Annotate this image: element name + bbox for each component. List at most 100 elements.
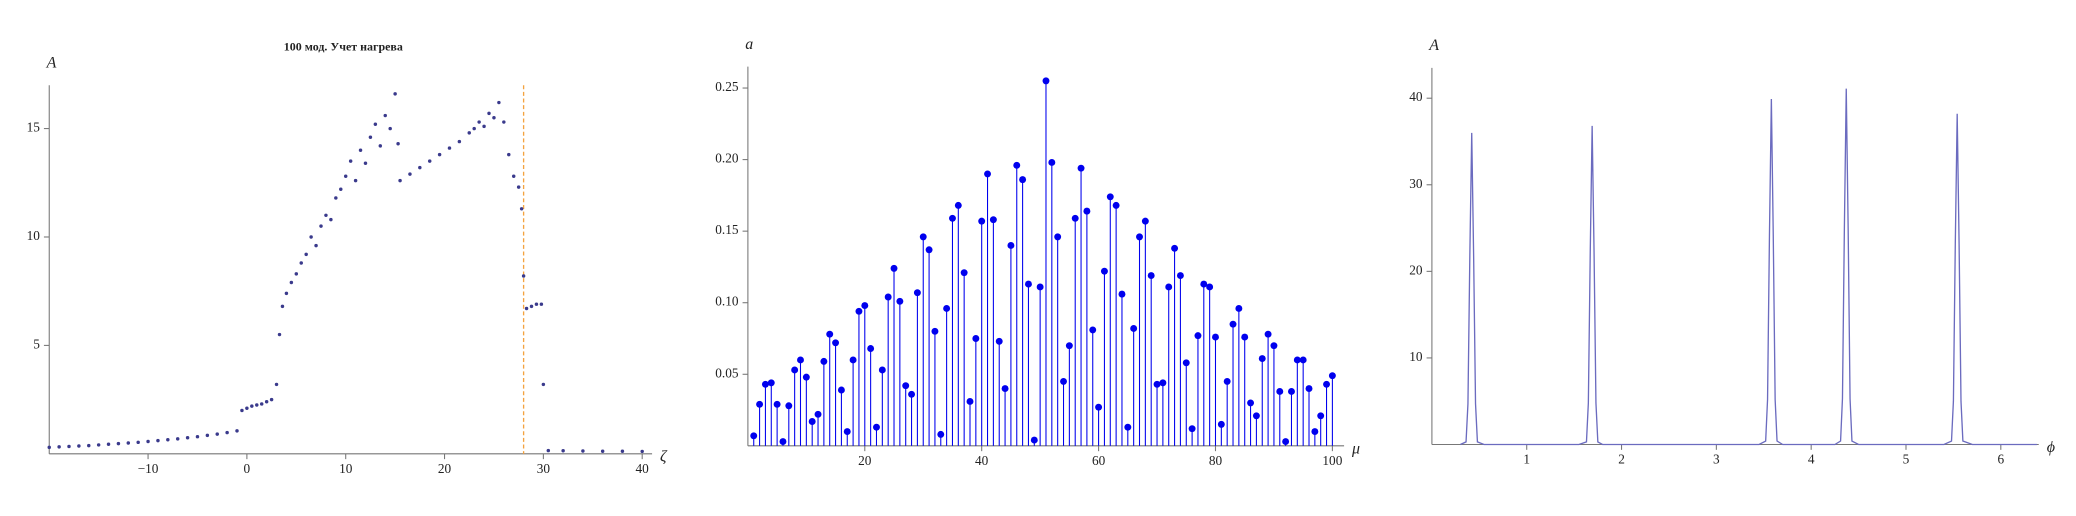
point — [539, 302, 544, 306]
stem-head — [937, 430, 945, 438]
point — [294, 272, 299, 276]
x-axis-label: μ — [1351, 440, 1360, 457]
stem-head — [972, 335, 980, 342]
stem-head — [949, 214, 956, 222]
point — [329, 217, 333, 222]
stem-head — [1258, 355, 1266, 362]
point — [581, 449, 585, 453]
stem-head — [873, 423, 880, 431]
stem-head — [1282, 438, 1290, 446]
stem-head — [919, 233, 927, 241]
stem-head — [954, 201, 962, 209]
stem-head — [779, 438, 787, 446]
stem-head — [773, 400, 781, 408]
point — [378, 144, 383, 148]
stem-head — [843, 428, 851, 435]
stem-head — [756, 400, 764, 408]
stem-head — [1124, 423, 1132, 431]
stem-head — [902, 382, 910, 390]
point — [529, 304, 534, 309]
point — [507, 152, 511, 157]
stem-head — [1054, 233, 1062, 241]
point — [47, 445, 51, 450]
stem-head — [1019, 176, 1027, 184]
y-tick-label: 0.20 — [715, 151, 739, 166]
stem-head — [960, 269, 968, 277]
point — [418, 165, 422, 170]
point — [235, 429, 239, 433]
y-tick-label: 0.05 — [715, 365, 739, 380]
stem-head — [1212, 333, 1219, 341]
point — [314, 243, 318, 248]
stem-head — [1042, 77, 1050, 85]
stem-head — [978, 217, 986, 225]
stem-head — [1024, 280, 1032, 288]
point — [482, 124, 486, 129]
stem-head — [1206, 283, 1214, 291]
stem-head — [1141, 217, 1149, 225]
stem-head — [913, 289, 921, 297]
line — [1460, 88, 2037, 446]
stem-head — [1065, 342, 1073, 350]
point — [255, 403, 259, 407]
point — [620, 449, 625, 453]
stem-head — [1223, 377, 1231, 385]
stem-head — [837, 386, 845, 394]
stem-head — [1007, 242, 1015, 249]
stem-head — [984, 170, 991, 178]
stem-head — [849, 356, 857, 364]
point — [136, 440, 140, 445]
y-tick-label: 5 — [33, 336, 40, 351]
y-axis-label: A — [1428, 37, 1439, 54]
point — [492, 115, 496, 120]
stem-head — [1171, 244, 1179, 252]
stem-head — [1071, 214, 1079, 222]
stem-head — [814, 410, 822, 418]
stem-head — [1200, 280, 1208, 288]
stem-head — [1293, 356, 1301, 364]
point — [269, 397, 274, 402]
point — [487, 111, 491, 116]
point — [87, 443, 91, 448]
point — [245, 406, 249, 411]
stem-head — [943, 304, 951, 312]
stem-head — [1089, 326, 1097, 334]
point — [516, 185, 521, 189]
stem-head — [861, 302, 869, 310]
stem-head — [791, 366, 799, 374]
point — [600, 449, 605, 453]
stem-head — [1305, 385, 1313, 393]
stem-head — [925, 246, 933, 254]
stem-head — [1030, 436, 1038, 444]
stem-head — [808, 418, 816, 425]
point — [561, 449, 565, 453]
stem-head — [1159, 379, 1167, 387]
stem-head — [1299, 356, 1307, 364]
x-tick-label: 2 — [1618, 452, 1625, 467]
point — [277, 332, 282, 337]
x-tick-label: 40 — [975, 453, 989, 468]
point — [67, 444, 71, 449]
x-tick-label: −10 — [138, 461, 159, 476]
stem-head — [1194, 332, 1202, 340]
stem-head — [884, 293, 892, 301]
point — [467, 131, 471, 135]
point — [388, 126, 392, 131]
point — [348, 159, 353, 163]
point — [393, 92, 397, 96]
stem-head — [1001, 385, 1009, 393]
point — [146, 439, 150, 444]
stem-head — [1153, 380, 1161, 388]
point — [106, 442, 111, 447]
point — [437, 152, 442, 157]
stem-head — [1095, 403, 1103, 411]
point — [195, 434, 200, 439]
point — [274, 382, 279, 387]
stem-head — [1165, 283, 1173, 291]
stem-head — [878, 366, 886, 374]
x-tick-label: 20 — [438, 461, 452, 476]
point — [447, 146, 452, 150]
x-tick-label: 0 — [244, 461, 251, 476]
stem-head — [1130, 325, 1138, 332]
